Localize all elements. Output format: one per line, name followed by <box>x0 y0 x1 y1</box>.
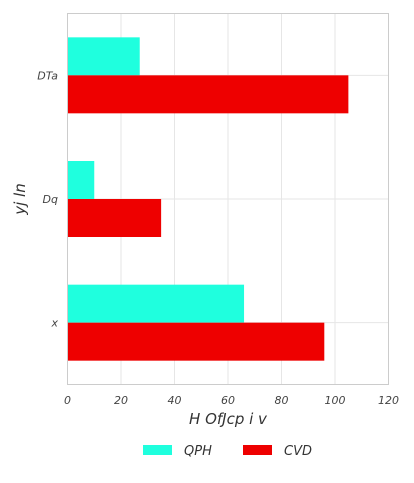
bar-cvd-dq <box>67 199 162 237</box>
x-tick-label: 20 <box>114 394 128 407</box>
x-tick-labels: 0 20 40 60 80 100 120 <box>64 394 399 407</box>
legend: QPH CVD <box>143 444 312 459</box>
bar-cvd-dta <box>67 75 349 114</box>
x-tick-label: 0 <box>64 394 71 407</box>
x-tick-label: 80 <box>275 394 289 407</box>
x-tick-label: 100 <box>325 394 346 407</box>
bars <box>67 37 349 361</box>
legend-swatch-cvd <box>243 445 272 455</box>
y-tick-label: Dq <box>43 193 58 206</box>
y-tick-label: DTa <box>37 69 58 82</box>
y-tick-labels: DTa Dq x <box>37 69 58 329</box>
x-tick-label: 120 <box>378 394 399 407</box>
x-tick-label: 40 <box>168 394 182 407</box>
x-tick-label: 60 <box>221 394 235 407</box>
legend-label-qph: QPH <box>184 444 212 459</box>
bar-qph-dta <box>67 37 140 76</box>
bar-cvd-x <box>67 322 325 361</box>
y-tick-label: x <box>50 317 58 330</box>
bar-qph-x <box>67 284 245 323</box>
x-axis-title: H OfJcp i v <box>189 410 268 428</box>
plot-frame <box>67 13 389 385</box>
bar-qph-dq <box>67 161 95 199</box>
y-axis-title: yj ln <box>11 183 29 216</box>
legend-label-cvd: CVD <box>284 444 312 459</box>
legend-swatch-qph <box>143 445 172 455</box>
